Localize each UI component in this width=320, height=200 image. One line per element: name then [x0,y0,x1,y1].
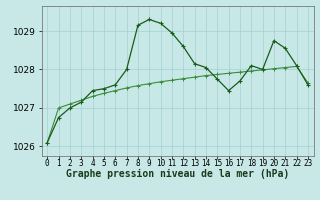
X-axis label: Graphe pression niveau de la mer (hPa): Graphe pression niveau de la mer (hPa) [66,169,289,179]
